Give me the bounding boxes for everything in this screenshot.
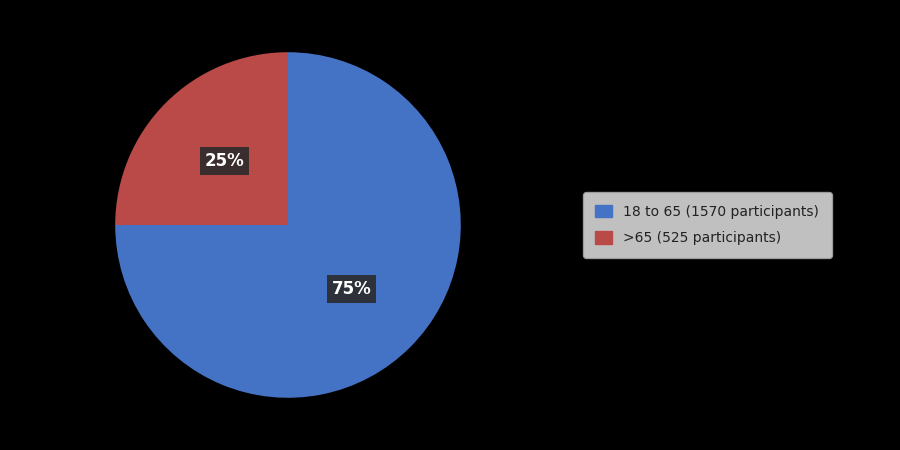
Legend: 18 to 65 (1570 participants), >65 (525 participants): 18 to 65 (1570 participants), >65 (525 p… (583, 192, 832, 258)
Wedge shape (115, 52, 288, 225)
Text: 75%: 75% (332, 279, 372, 297)
Wedge shape (115, 52, 461, 398)
Text: 25%: 25% (204, 153, 244, 171)
